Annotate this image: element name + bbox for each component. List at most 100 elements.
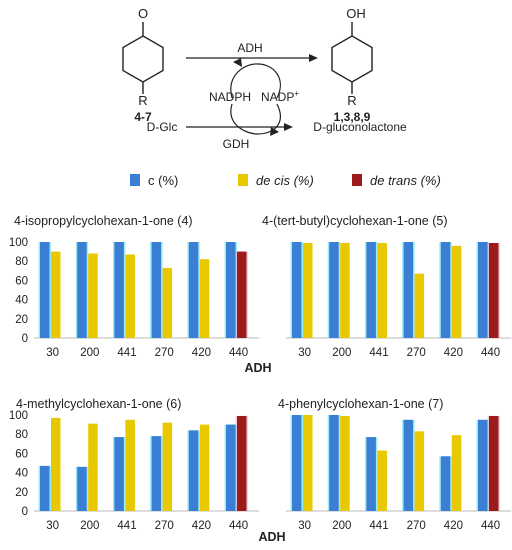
legend-swatch-c [130,174,140,186]
x-tick-label: 440 [229,347,248,359]
product-group: R [347,93,356,108]
bar-de-cis [51,418,61,511]
x-tick-label: 200 [80,520,99,532]
x-axis-title-bottom: ADH [258,530,285,544]
bar-de-cis [340,416,350,511]
cycle-arrowhead-top [233,58,242,67]
gdh-arrow [186,123,293,131]
x-tick-label: 270 [155,520,174,532]
bar-c [189,430,199,511]
cofactor-nadp: NADP+ [261,89,299,104]
cofactor-nadp-text: NADP [261,90,294,104]
bar-c [40,466,50,511]
legend-label-de-trans: de trans (%) [370,173,441,188]
x-tick-label: 200 [332,520,351,532]
y-tick-label: 20 [15,314,28,326]
legend-item-c: c (%) [130,172,178,190]
x-tick-label: 420 [444,347,463,359]
bar-c [329,242,339,338]
x-tick-label: 441 [369,347,388,359]
bar-de-cis [88,254,98,338]
bar-c [404,420,414,511]
chart-title-7: 4-phenylcyclohexan-1-one (7) [278,397,443,411]
x-tick-label: 420 [192,347,211,359]
bar-de-cis [163,423,173,511]
bar-de-cis [200,259,210,338]
x-tick-label: 420 [192,520,211,532]
bar-de-cis [340,243,350,338]
bar-c [478,242,488,338]
sugar-label: D-Glc [147,120,178,134]
bar-c [441,456,451,511]
bar-de-cis [51,252,61,338]
bar-de-cis [200,425,210,511]
bar-c [152,436,162,511]
y-tick-label: 80 [15,256,28,268]
bar-de-trans [237,252,247,338]
substrate-atom: O [138,6,148,21]
x-tick-label: 440 [481,347,500,359]
main-arrow [186,54,318,62]
legend-swatch-de-trans [352,174,362,186]
x-tick-label: 441 [117,347,136,359]
bar-de-cis [125,420,134,511]
substrate-structure [123,22,163,94]
bar-c [226,242,236,338]
legend-item-de-trans: de trans (%) [352,172,441,190]
bar-c [77,242,87,338]
product-atom: OH [346,6,366,21]
bar-c [478,420,488,511]
legend-swatch-de-cis [238,174,248,186]
bar-de-trans [237,416,247,511]
x-tick-label: 270 [407,520,426,532]
bar-c [114,437,124,511]
bar-de-cis [452,246,462,338]
bar-de-cis [303,415,313,511]
bar-c [292,242,302,338]
charts: 4-isopropylcyclohexan-1-one (4) 4-(tert-… [0,195,512,550]
legend-label-c: c (%) [148,173,178,188]
bar-c [404,242,414,338]
bar-c [292,415,302,511]
bar-de-cis [163,268,173,338]
y-tick-label: 40 [15,295,28,307]
y-tick-label: 100 [9,410,28,422]
bar-de-cis [303,243,313,338]
bar-c [77,467,87,511]
x-tick-label: 440 [229,520,248,532]
legend-item-de-cis: de cis (%) [238,172,314,190]
y-tick-label: 80 [15,429,28,441]
chart-title-4: 4-isopropylcyclohexan-1-one (4) [14,214,193,228]
x-tick-label: 30 [298,520,311,532]
x-tick-label: 440 [481,520,500,532]
y-tick-label: 100 [9,237,28,249]
product-structure [332,22,372,94]
chart-title-5: 4-(tert-butyl)cyclohexan-1-one (5) [262,214,448,228]
y-tick-label: 20 [15,487,28,499]
x-tick-label: 270 [155,347,174,359]
bar-c [441,242,451,338]
bar-de-cis [377,451,387,511]
x-tick-label: 30 [46,347,59,359]
bar-c [40,242,50,338]
legend-label-de-cis: de cis (%) [256,173,314,188]
bar-c [189,242,199,338]
bar-c [152,242,162,338]
bar-de-cis [452,435,462,511]
y-tick-label: 0 [22,506,28,518]
x-tick-label: 270 [407,347,426,359]
x-tick-label: 200 [332,347,351,359]
enzyme-adh: ADH [237,41,262,55]
chart-title-6: 4-methylcyclohexan-1-one (6) [16,397,181,411]
reaction-scheme: O R 4-7 OH R 1,3,8,9 ADH NADPH NADP+ D-G… [0,0,512,160]
bar-c [114,242,124,338]
legend: c (%) de cis (%) de trans (%) [0,172,512,194]
enzyme-gdh: GDH [223,137,250,151]
x-tick-label: 30 [46,520,59,532]
cofactor-nadph: NADPH [209,90,251,104]
bar-c [366,242,376,338]
x-tick-label: 441 [117,520,136,532]
x-tick-label: 441 [369,520,388,532]
x-tick-label: 200 [80,347,99,359]
bar-c [226,425,236,511]
